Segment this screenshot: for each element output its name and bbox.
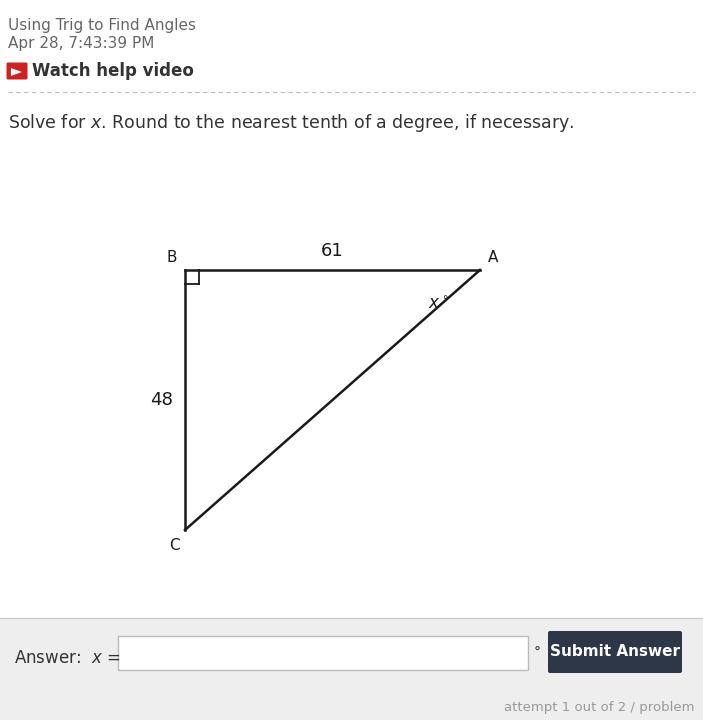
Text: B: B xyxy=(167,250,177,265)
FancyBboxPatch shape xyxy=(548,631,682,673)
Text: Using Trig to Find Angles: Using Trig to Find Angles xyxy=(8,18,196,33)
Text: 61: 61 xyxy=(321,242,344,260)
FancyBboxPatch shape xyxy=(6,63,27,79)
Text: 48: 48 xyxy=(150,391,173,409)
Text: Submit Answer: Submit Answer xyxy=(550,644,680,660)
Bar xyxy=(118,636,528,670)
Text: C: C xyxy=(169,538,180,553)
Polygon shape xyxy=(11,68,22,76)
Text: Answer:  $x$ =: Answer: $x$ = xyxy=(14,649,121,667)
Text: attempt 1 out of 2 / problem: attempt 1 out of 2 / problem xyxy=(505,701,695,714)
Text: Watch help video: Watch help video xyxy=(32,62,194,80)
Text: A: A xyxy=(488,250,498,265)
Text: Apr 28, 7:43:39 PM: Apr 28, 7:43:39 PM xyxy=(8,36,155,51)
Text: Solve for $x$. Round to the nearest tenth of a degree, if necessary.: Solve for $x$. Round to the nearest tent… xyxy=(8,112,574,134)
Text: °: ° xyxy=(534,646,541,660)
Text: $x^\circ$: $x^\circ$ xyxy=(428,295,449,313)
Bar xyxy=(0,618,703,720)
